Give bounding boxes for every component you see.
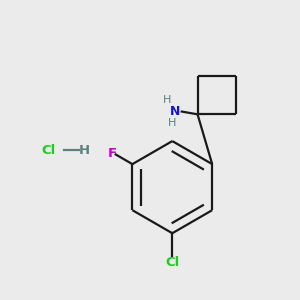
Text: H: H [167, 118, 176, 128]
Text: H: H [163, 95, 171, 105]
Text: H: H [79, 143, 90, 157]
Text: Cl: Cl [42, 143, 56, 157]
Text: N: N [170, 105, 181, 118]
Text: F: F [107, 147, 117, 161]
Text: Cl: Cl [165, 256, 179, 268]
